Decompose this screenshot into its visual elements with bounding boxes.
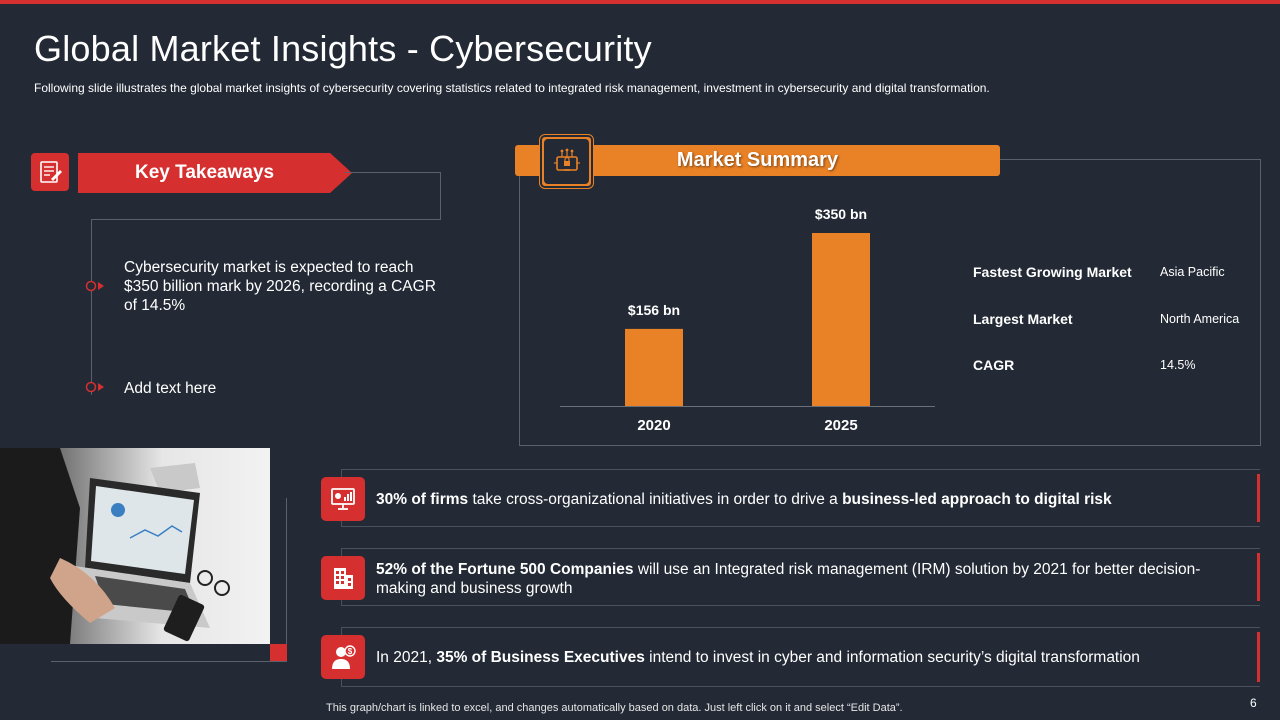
frame-line (51, 661, 287, 662)
frame-line (440, 172, 441, 220)
accent-square (270, 644, 287, 661)
circuit-lock-icon (539, 134, 594, 189)
insight-text: 52% of the Fortune 500 Companies will us… (376, 561, 1201, 597)
stat-value: 14.5% (1160, 358, 1196, 372)
insight-text: 30% of firms take cross-organizational i… (376, 491, 1112, 508)
laptop-photo (0, 448, 270, 644)
data-label-2020: $156 bn (628, 302, 680, 318)
takeaway-item: Cybersecurity market is expected to reac… (124, 259, 436, 314)
stat-label: Fastest Growing Market (973, 264, 1132, 280)
stat-value: North America (1160, 312, 1240, 326)
stat-label: Largest Market (973, 311, 1073, 327)
frame-line (286, 498, 287, 661)
top-accent-bar (0, 0, 1280, 4)
frame-line (345, 172, 441, 173)
footer-note: This graph/chart is linked to excel, and… (326, 702, 903, 714)
insight-text: In 2021, 35% of Business Executives inte… (376, 649, 1140, 666)
data-label-2025: $350 bn (815, 206, 867, 222)
frame-line (91, 219, 441, 220)
checklist-icon (31, 153, 69, 191)
x-tick-label-2025: 2025 (824, 417, 857, 434)
market-size-bar-chart: $156 bn 2020 $350 bn 2025 (560, 206, 935, 434)
bullet-marker-icon (85, 280, 104, 292)
stat-label: CAGR (973, 357, 1015, 373)
x-tick-label-2020: 2020 (637, 417, 670, 434)
bar-2020 (625, 328, 683, 406)
bullet-marker-icon (85, 381, 104, 393)
slide-subtitle: Following slide illustrates the global m… (34, 81, 990, 95)
svg-text:$: $ (348, 647, 353, 656)
slide-title: Global Market Insights - Cybersecurity (34, 28, 652, 69)
market-summary-banner: Market Summary (515, 145, 1000, 176)
timeline-line (91, 219, 92, 395)
executive-dollar-icon: $ (321, 635, 365, 679)
office-building-icon (321, 556, 365, 600)
takeaway-item: Add text here (124, 380, 217, 397)
monitor-chart-icon (321, 477, 365, 521)
bar-2025 (812, 233, 870, 406)
stat-value: Asia Pacific (1160, 265, 1225, 279)
key-takeaways-banner: Key Takeaways (78, 153, 352, 193)
page-number: 6 (1250, 696, 1257, 710)
